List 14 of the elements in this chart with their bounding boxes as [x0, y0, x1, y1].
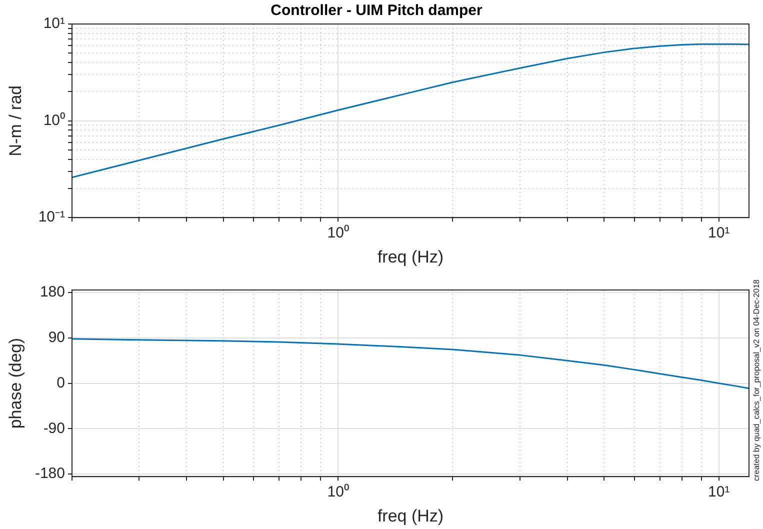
- y-tick-label: 90: [48, 329, 65, 346]
- y-tick-label: 180: [40, 284, 65, 301]
- y-axis-title: phase (deg): [6, 338, 25, 429]
- y-tick-label: 10⁰: [43, 112, 65, 129]
- chart-title: Controller - UIM Pitch damper: [270, 2, 483, 20]
- text: created by quad_calcs_for_proposal_v2 on 04-Dec-2018: [752, 280, 761, 481]
- y-tick-label: -90: [43, 420, 65, 437]
- y-tick-label: -180: [34, 465, 65, 482]
- y-tick-label: 0: [56, 374, 65, 392]
- y-tick-label: 10⁻¹: [38, 208, 65, 226]
- y-tick-label: 10¹: [43, 15, 65, 32]
- y-axis-title: N-m / rad: [6, 85, 25, 156]
- x-axis-title: freq (Hz): [377, 506, 444, 526]
- x-axis-title: freq (Hz): [377, 247, 444, 266]
